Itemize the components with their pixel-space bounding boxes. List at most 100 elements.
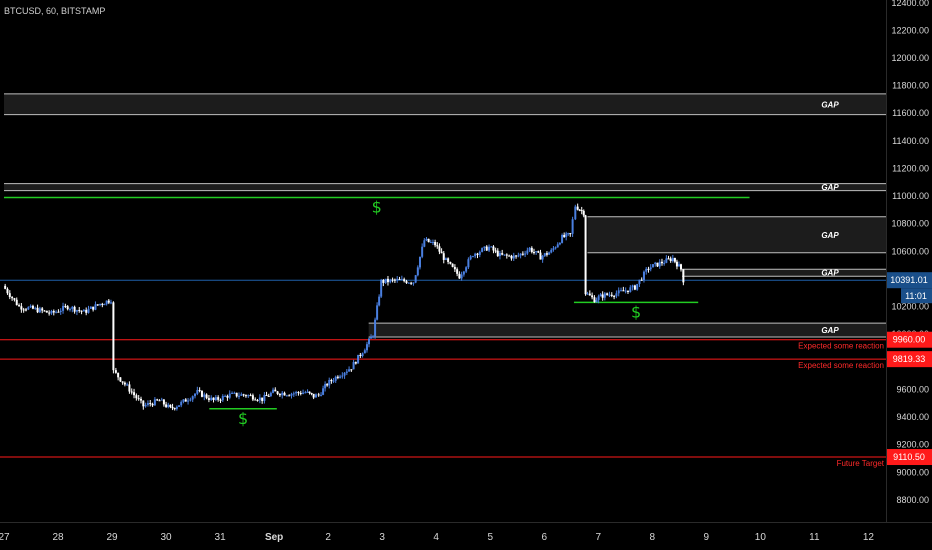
- candle-body: [200, 390, 203, 397]
- candle-body: [440, 251, 443, 254]
- candle-body: [658, 261, 661, 267]
- candle-body: [226, 395, 229, 398]
- candle-body: [640, 279, 643, 281]
- candle-body: [597, 296, 600, 300]
- x-tick-label: 8: [650, 532, 656, 543]
- candle-body: [671, 257, 674, 262]
- candle-body: [649, 267, 652, 270]
- candle-body: [22, 309, 25, 311]
- y-tick-label: 11800.00: [892, 81, 929, 91]
- candle-body: [285, 395, 288, 397]
- candle-body: [593, 297, 596, 303]
- candle-body: [370, 336, 373, 339]
- candle-body: [617, 290, 620, 294]
- support-dollar-label: $: [238, 409, 248, 428]
- candle-body: [160, 399, 163, 401]
- candle-body: [608, 294, 611, 296]
- candle-body: [341, 375, 344, 377]
- candle-body: [128, 384, 131, 392]
- annotations: GAP GAP GAP GAP GAP Expected some reaction Exp…: [238, 100, 885, 468]
- candle-body: [510, 255, 513, 259]
- x-tick-label: 5: [487, 532, 493, 543]
- gap-label: GAP: [821, 100, 839, 109]
- candle-body: [565, 233, 568, 237]
- candle-body: [354, 362, 357, 364]
- candle-body: [521, 253, 524, 255]
- candle-body: [235, 392, 238, 397]
- candle-body: [312, 393, 315, 398]
- candle-body: [297, 392, 300, 394]
- candle-body: [267, 395, 270, 397]
- candle-body: [278, 393, 281, 396]
- candle-body: [133, 392, 136, 396]
- candle-body: [249, 395, 252, 397]
- candle-body: [400, 279, 403, 281]
- candle-body: [258, 397, 261, 401]
- price-axis[interactable]: 12400.00 12200.00 12000.00 11800.00 11600.00…: [891, 0, 929, 505]
- candle-body: [545, 253, 548, 255]
- y-tick-label: 11400.00: [892, 136, 929, 146]
- candle-body: [556, 244, 559, 248]
- candle-body: [467, 259, 470, 268]
- candle-body: [442, 253, 445, 260]
- candle-body: [114, 370, 117, 373]
- candle-body: [485, 246, 488, 251]
- candle-body: [43, 310, 46, 312]
- candle-body: [603, 293, 606, 298]
- candle-body: [465, 267, 468, 272]
- candle-body: [27, 307, 30, 310]
- candle-body: [414, 275, 417, 283]
- candle-body: [631, 285, 634, 288]
- y-tick-label: 11000.00: [892, 191, 929, 201]
- y-tick-label: 11200.00: [892, 163, 929, 173]
- candle-body: [137, 398, 140, 400]
- candle-body: [153, 399, 156, 406]
- support-dollar-label: $: [631, 302, 641, 321]
- candle-body: [92, 306, 95, 310]
- candle-body: [449, 261, 452, 264]
- candle-body: [682, 269, 685, 283]
- candle-body: [210, 397, 213, 400]
- candle-body: [469, 256, 472, 260]
- candle-body: [269, 392, 272, 397]
- gap-label: GAP: [821, 326, 839, 335]
- candle-body: [288, 395, 291, 397]
- x-tick-label: Sep: [265, 532, 283, 543]
- x-tick-label: 10: [755, 532, 767, 543]
- candle-body: [8, 293, 11, 298]
- time-axis[interactable]: 27 28 29 30 31 Sep 2 3 4 5 6 7 8 9 10 11 12: [0, 532, 874, 543]
- candle-body: [135, 395, 138, 399]
- candle-body: [221, 395, 224, 401]
- candle-body: [107, 300, 110, 303]
- price-badge: [887, 351, 932, 368]
- candle-body: [524, 253, 527, 255]
- candle-body: [274, 389, 277, 392]
- support-dollar-label: $: [372, 197, 382, 216]
- candle-body: [207, 398, 210, 400]
- candle-body: [526, 250, 529, 254]
- candle-body: [169, 404, 172, 407]
- candle-body: [571, 219, 574, 234]
- candle-body: [403, 279, 406, 282]
- candle-body: [171, 406, 174, 409]
- candle-body: [306, 391, 309, 393]
- candle-body: [393, 279, 396, 281]
- x-tick-label: 2: [325, 532, 331, 543]
- candle-body: [519, 253, 522, 256]
- candle-body: [427, 238, 430, 243]
- countdown-badge: [901, 288, 932, 304]
- candle-body: [458, 273, 461, 279]
- candle-body: [89, 306, 92, 309]
- candle-body: [361, 353, 364, 356]
- candle-body: [38, 308, 41, 313]
- candle-body: [501, 253, 504, 255]
- gap-zone: [4, 93, 886, 115]
- candle-body: [425, 238, 428, 241]
- candle-body: [184, 399, 187, 402]
- candle-body: [456, 269, 459, 274]
- candle-body: [251, 395, 254, 400]
- candle-body: [423, 240, 426, 247]
- candle-body: [244, 395, 247, 397]
